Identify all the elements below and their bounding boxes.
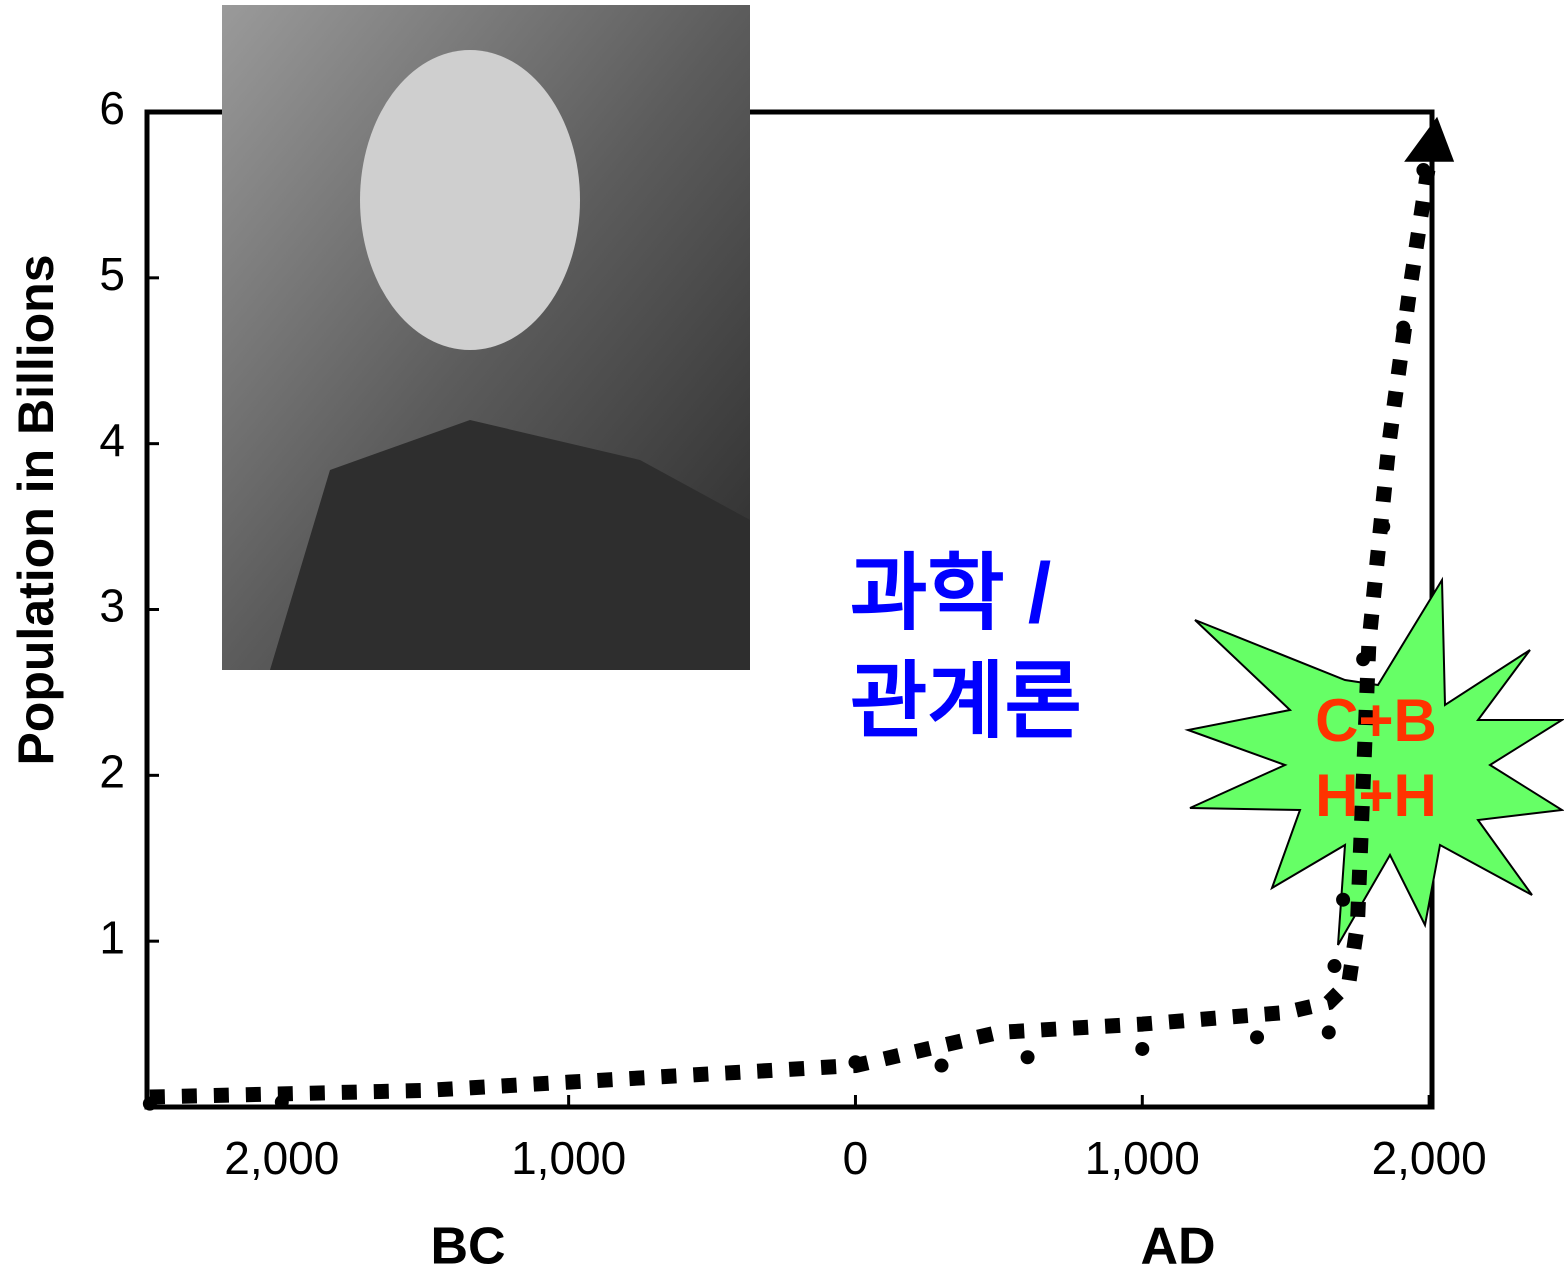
- data-line: [149, 160, 1437, 1105]
- data-point: [1356, 652, 1371, 667]
- data-point: [1020, 1050, 1035, 1065]
- y-tick-label: 2: [99, 745, 125, 797]
- data-point: [1336, 892, 1351, 907]
- data-point: [1135, 1041, 1150, 1056]
- data-point: [848, 1055, 863, 1070]
- y-tick-label: 1: [99, 911, 125, 963]
- x-tick-label: 1,000: [1085, 1132, 1200, 1184]
- data-point: [1327, 959, 1342, 974]
- y-axis-label: Population in Billions: [8, 254, 64, 765]
- data-point: [1396, 320, 1411, 335]
- x-axis-label: BC: [430, 1218, 505, 1276]
- data-point: [1321, 1025, 1336, 1040]
- y-tick-label: 6: [99, 82, 125, 134]
- annotation: C+B H+H: [1315, 687, 1437, 829]
- data-point: [1250, 1030, 1265, 1045]
- starburst: [1184, 576, 1564, 946]
- data-point: [1416, 163, 1431, 178]
- data-point: [274, 1095, 289, 1110]
- arrow-head: [1404, 116, 1455, 162]
- y-tick-label: 3: [99, 580, 125, 632]
- data-point: [934, 1058, 949, 1073]
- x-axis-label: AD: [1140, 1218, 1215, 1276]
- data-point: [1376, 519, 1391, 534]
- photo-face: [360, 50, 580, 350]
- x-tick-label: 2,000: [1372, 1132, 1487, 1184]
- y-tick-label: 5: [99, 248, 125, 300]
- data-point: [142, 1096, 157, 1111]
- x-tick-label: 1,000: [511, 1132, 626, 1184]
- photo-suit: [270, 420, 750, 670]
- x-tick-label: 2,000: [224, 1132, 339, 1184]
- annotation: 과학 / 관계론: [850, 546, 1082, 748]
- axes: 1 2 3 4 5 6 2,000 1,000 0 1,000 2,000: [99, 82, 1486, 1184]
- x-tick-label: 0: [843, 1132, 869, 1184]
- y-tick-label: 4: [99, 414, 125, 466]
